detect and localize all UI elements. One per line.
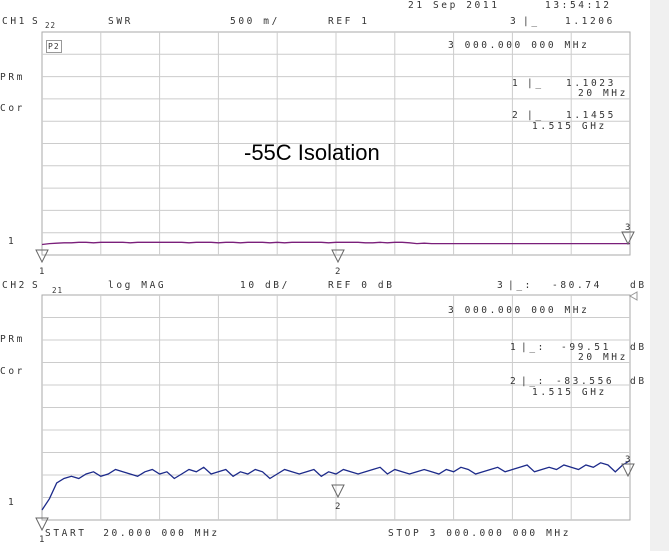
ch2-format-label: log MAG [108, 280, 167, 291]
ch1-marker2-id: 2 [512, 110, 521, 121]
ch2-marker1-symbol: |_: [521, 342, 546, 353]
ch2-marker1-unit: dB [630, 342, 647, 353]
ch1-active-marker-symbol: |_ [523, 16, 540, 27]
ch2-scale-label: 10 dB/ [240, 280, 290, 291]
ch2-active-marker-id: 3 [497, 280, 506, 291]
ch1-ref-level-label: 1 [8, 236, 17, 247]
ch1-badge: P2 [46, 40, 62, 53]
ch2-active-marker-value: -80.74 [552, 280, 602, 291]
ch1-marker1-id: 1 [512, 78, 521, 89]
ch2-ref-arrow-icon [628, 291, 638, 301]
start-frequency-label: START 20.000 000 MHz [45, 528, 220, 539]
ch1-side-label-cor: Cor [0, 103, 25, 114]
ch2-trace [41, 459, 631, 511]
ch1-1-marker-label: 1 [39, 267, 44, 277]
ch2-marker2-id: 2 [510, 376, 519, 387]
ch1-3-marker-label: 3 [625, 223, 630, 233]
ch2-active-marker-symbol: |_: [508, 280, 533, 291]
ch1-active-marker-id: 3 [510, 16, 519, 27]
ch2-side-label-prm: PRm [0, 334, 25, 345]
ch2-ref-label: REF 0 dB [328, 280, 395, 291]
ch2-channel-label: CH2 [2, 280, 27, 291]
ch1-side-label-prm: PRm [0, 72, 25, 83]
ch1-active-marker-frequency: 3 000.000 000 MHz [448, 40, 590, 51]
ch2-side-label-cor: Cor [0, 366, 25, 377]
ch1-marker2-value: 1.1455 [566, 110, 616, 121]
ch1-scale-label: 500 m/ [230, 16, 280, 27]
ch1-marker1-symbol: |_ [527, 78, 544, 89]
ch1-3-marker-triangle [621, 231, 635, 246]
ch1-trace [41, 241, 630, 246]
time-label: 13:54:12 [545, 0, 612, 11]
ch1-active-marker-value: 1.1206 [565, 16, 615, 27]
ch2-param-label: S [32, 280, 41, 291]
ch1-1-marker-triangle [35, 249, 49, 264]
ch1-param-sub: 22 [45, 21, 57, 30]
ch2-marker1-value: -99.51 [561, 342, 611, 353]
ch1-ref-label: REF 1 [328, 16, 370, 27]
ch2-active-marker-unit: dB [630, 280, 647, 291]
window-edge [650, 0, 669, 551]
date-label: 21 Sep 2011 [408, 0, 500, 11]
stop-frequency-label: STOP 3 000.000 000 MHz [388, 528, 572, 539]
ch2-param-sub: 21 [52, 286, 64, 295]
ch2-marker1-id: 1 [510, 342, 519, 353]
ch2-2-marker-label: 2 [335, 502, 340, 512]
ch1-param-label: S [32, 16, 41, 27]
ch2-ref-level-label: 1 [8, 497, 17, 508]
ch1-marker1-frequency: 20 MHz [578, 88, 628, 99]
ch2-1-marker-label: 1 [39, 535, 44, 545]
ch2-3-marker-label: 3 [625, 455, 630, 465]
ch1-marker1-value: 1.1023 [566, 78, 616, 89]
ch2-active-marker-frequency: 3 000.000 000 MHz [448, 305, 590, 316]
ch1-channel-label: CH1 [2, 16, 27, 27]
ch2-marker2-frequency: 1.515 GHz [532, 387, 607, 398]
ch2-marker2-value: -83.556 [556, 376, 615, 387]
ch2-2-marker-triangle [331, 484, 345, 499]
ch1-2-marker-label: 2 [335, 267, 340, 277]
ch2-1-marker-triangle [35, 517, 49, 532]
ch2-marker1-frequency: 20 MHz [578, 352, 628, 363]
ch1-2-marker-triangle [331, 249, 345, 264]
ch2-3-marker-triangle [621, 463, 635, 478]
ch1-format-label: SWR [108, 16, 133, 27]
ch1-marker2-frequency: 1.515 GHz [532, 121, 607, 132]
ch2-marker2-symbol: |_: [521, 376, 546, 387]
ch1-marker2-symbol: |_ [527, 110, 544, 121]
overlay-title: -55C Isolation [244, 140, 380, 165]
ch2-marker2-unit: dB [630, 376, 647, 387]
